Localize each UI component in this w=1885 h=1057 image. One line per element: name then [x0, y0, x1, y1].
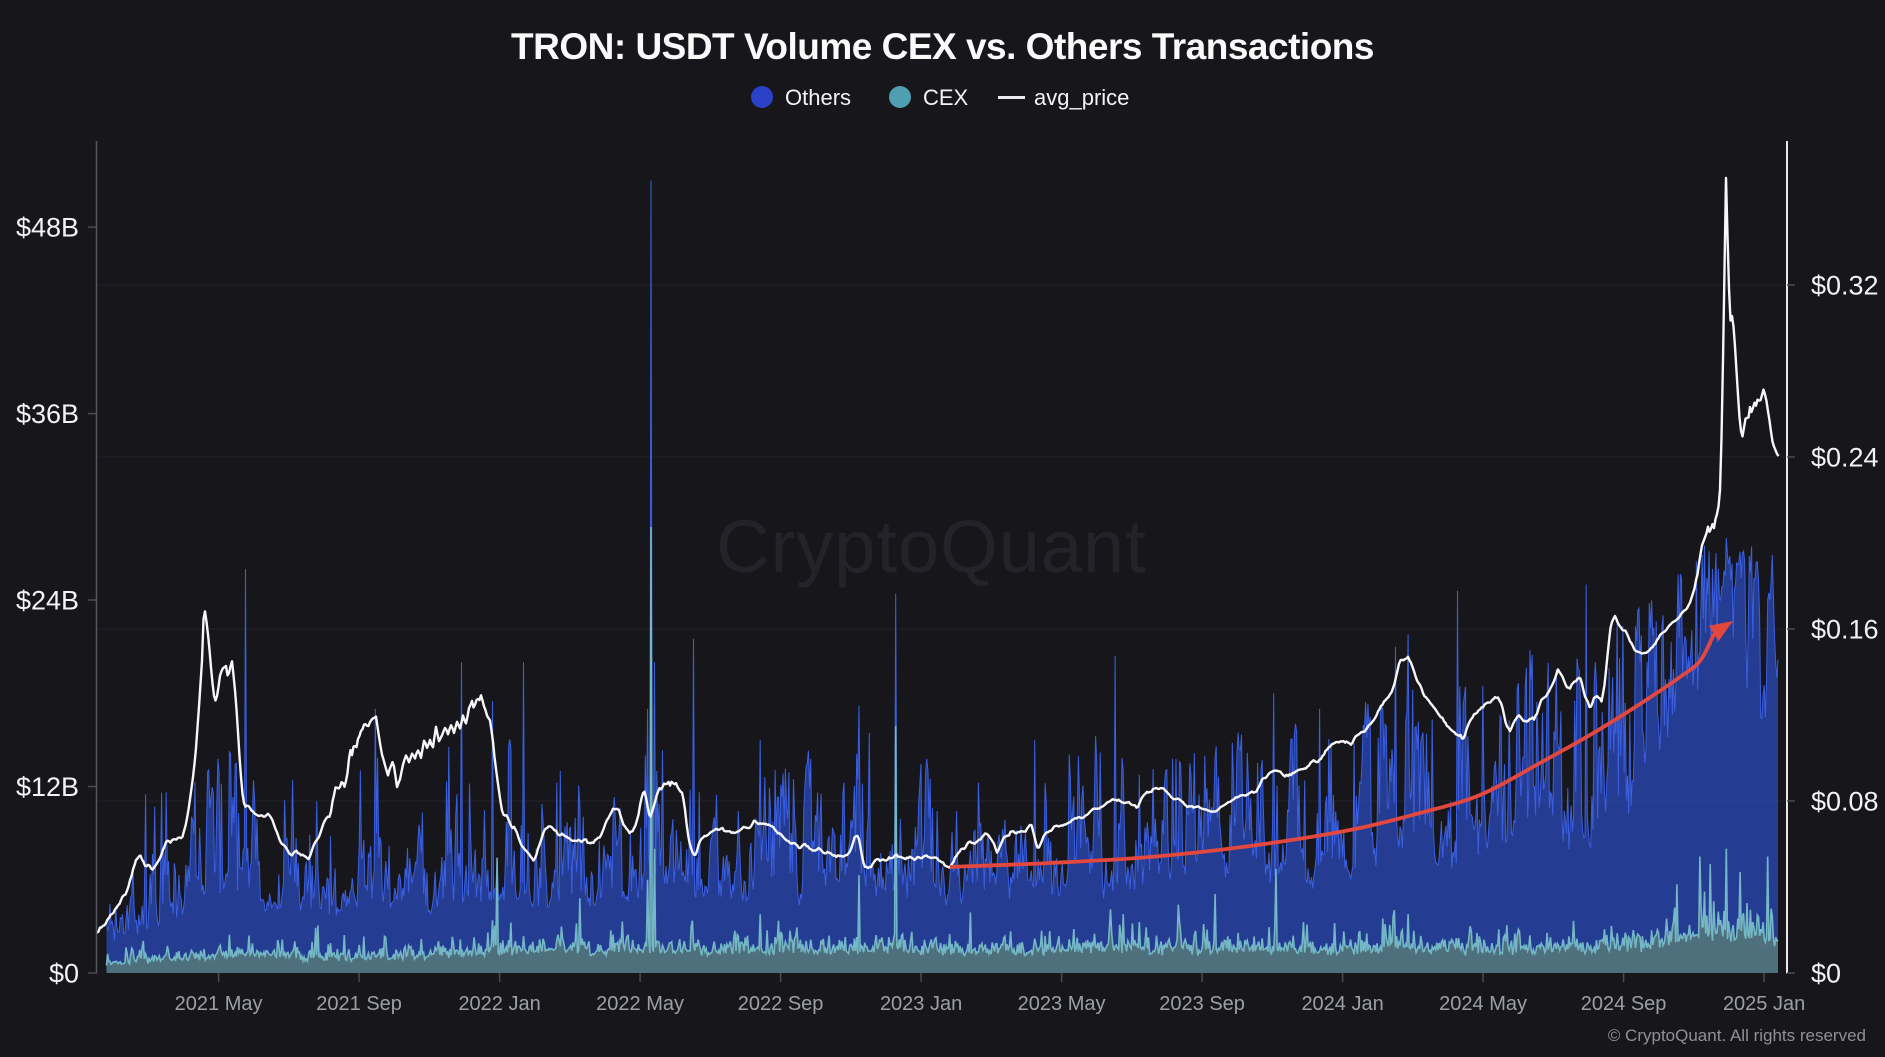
svg-text:2024 Jan: 2024 Jan	[1301, 993, 1383, 1015]
svg-text:$0.16: $0.16	[1811, 615, 1879, 645]
svg-text:2021 Sep: 2021 Sep	[316, 993, 402, 1015]
svg-text:$0.24: $0.24	[1811, 443, 1879, 473]
svg-text:$48B: $48B	[16, 213, 79, 243]
svg-text:$0: $0	[49, 959, 79, 989]
svg-text:$0: $0	[1811, 959, 1841, 989]
svg-text:$12B: $12B	[16, 772, 79, 802]
svg-text:2021 May: 2021 May	[175, 993, 263, 1015]
svg-text:2022 May: 2022 May	[596, 993, 684, 1015]
svg-text:2024 May: 2024 May	[1439, 993, 1527, 1015]
svg-text:2025 Jan: 2025 Jan	[1723, 993, 1805, 1015]
svg-text:$36B: $36B	[16, 399, 79, 429]
svg-text:$0.32: $0.32	[1811, 271, 1879, 301]
svg-text:2022 Sep: 2022 Sep	[738, 993, 824, 1015]
svg-text:$24B: $24B	[16, 586, 79, 616]
svg-text:$0.08: $0.08	[1811, 787, 1879, 817]
svg-text:2023 May: 2023 May	[1018, 993, 1106, 1015]
svg-text:2023 Jan: 2023 Jan	[880, 993, 962, 1015]
svg-text:2023 Sep: 2023 Sep	[1159, 993, 1245, 1015]
svg-text:2022 Jan: 2022 Jan	[458, 993, 540, 1015]
svg-text:2024 Sep: 2024 Sep	[1581, 993, 1667, 1015]
